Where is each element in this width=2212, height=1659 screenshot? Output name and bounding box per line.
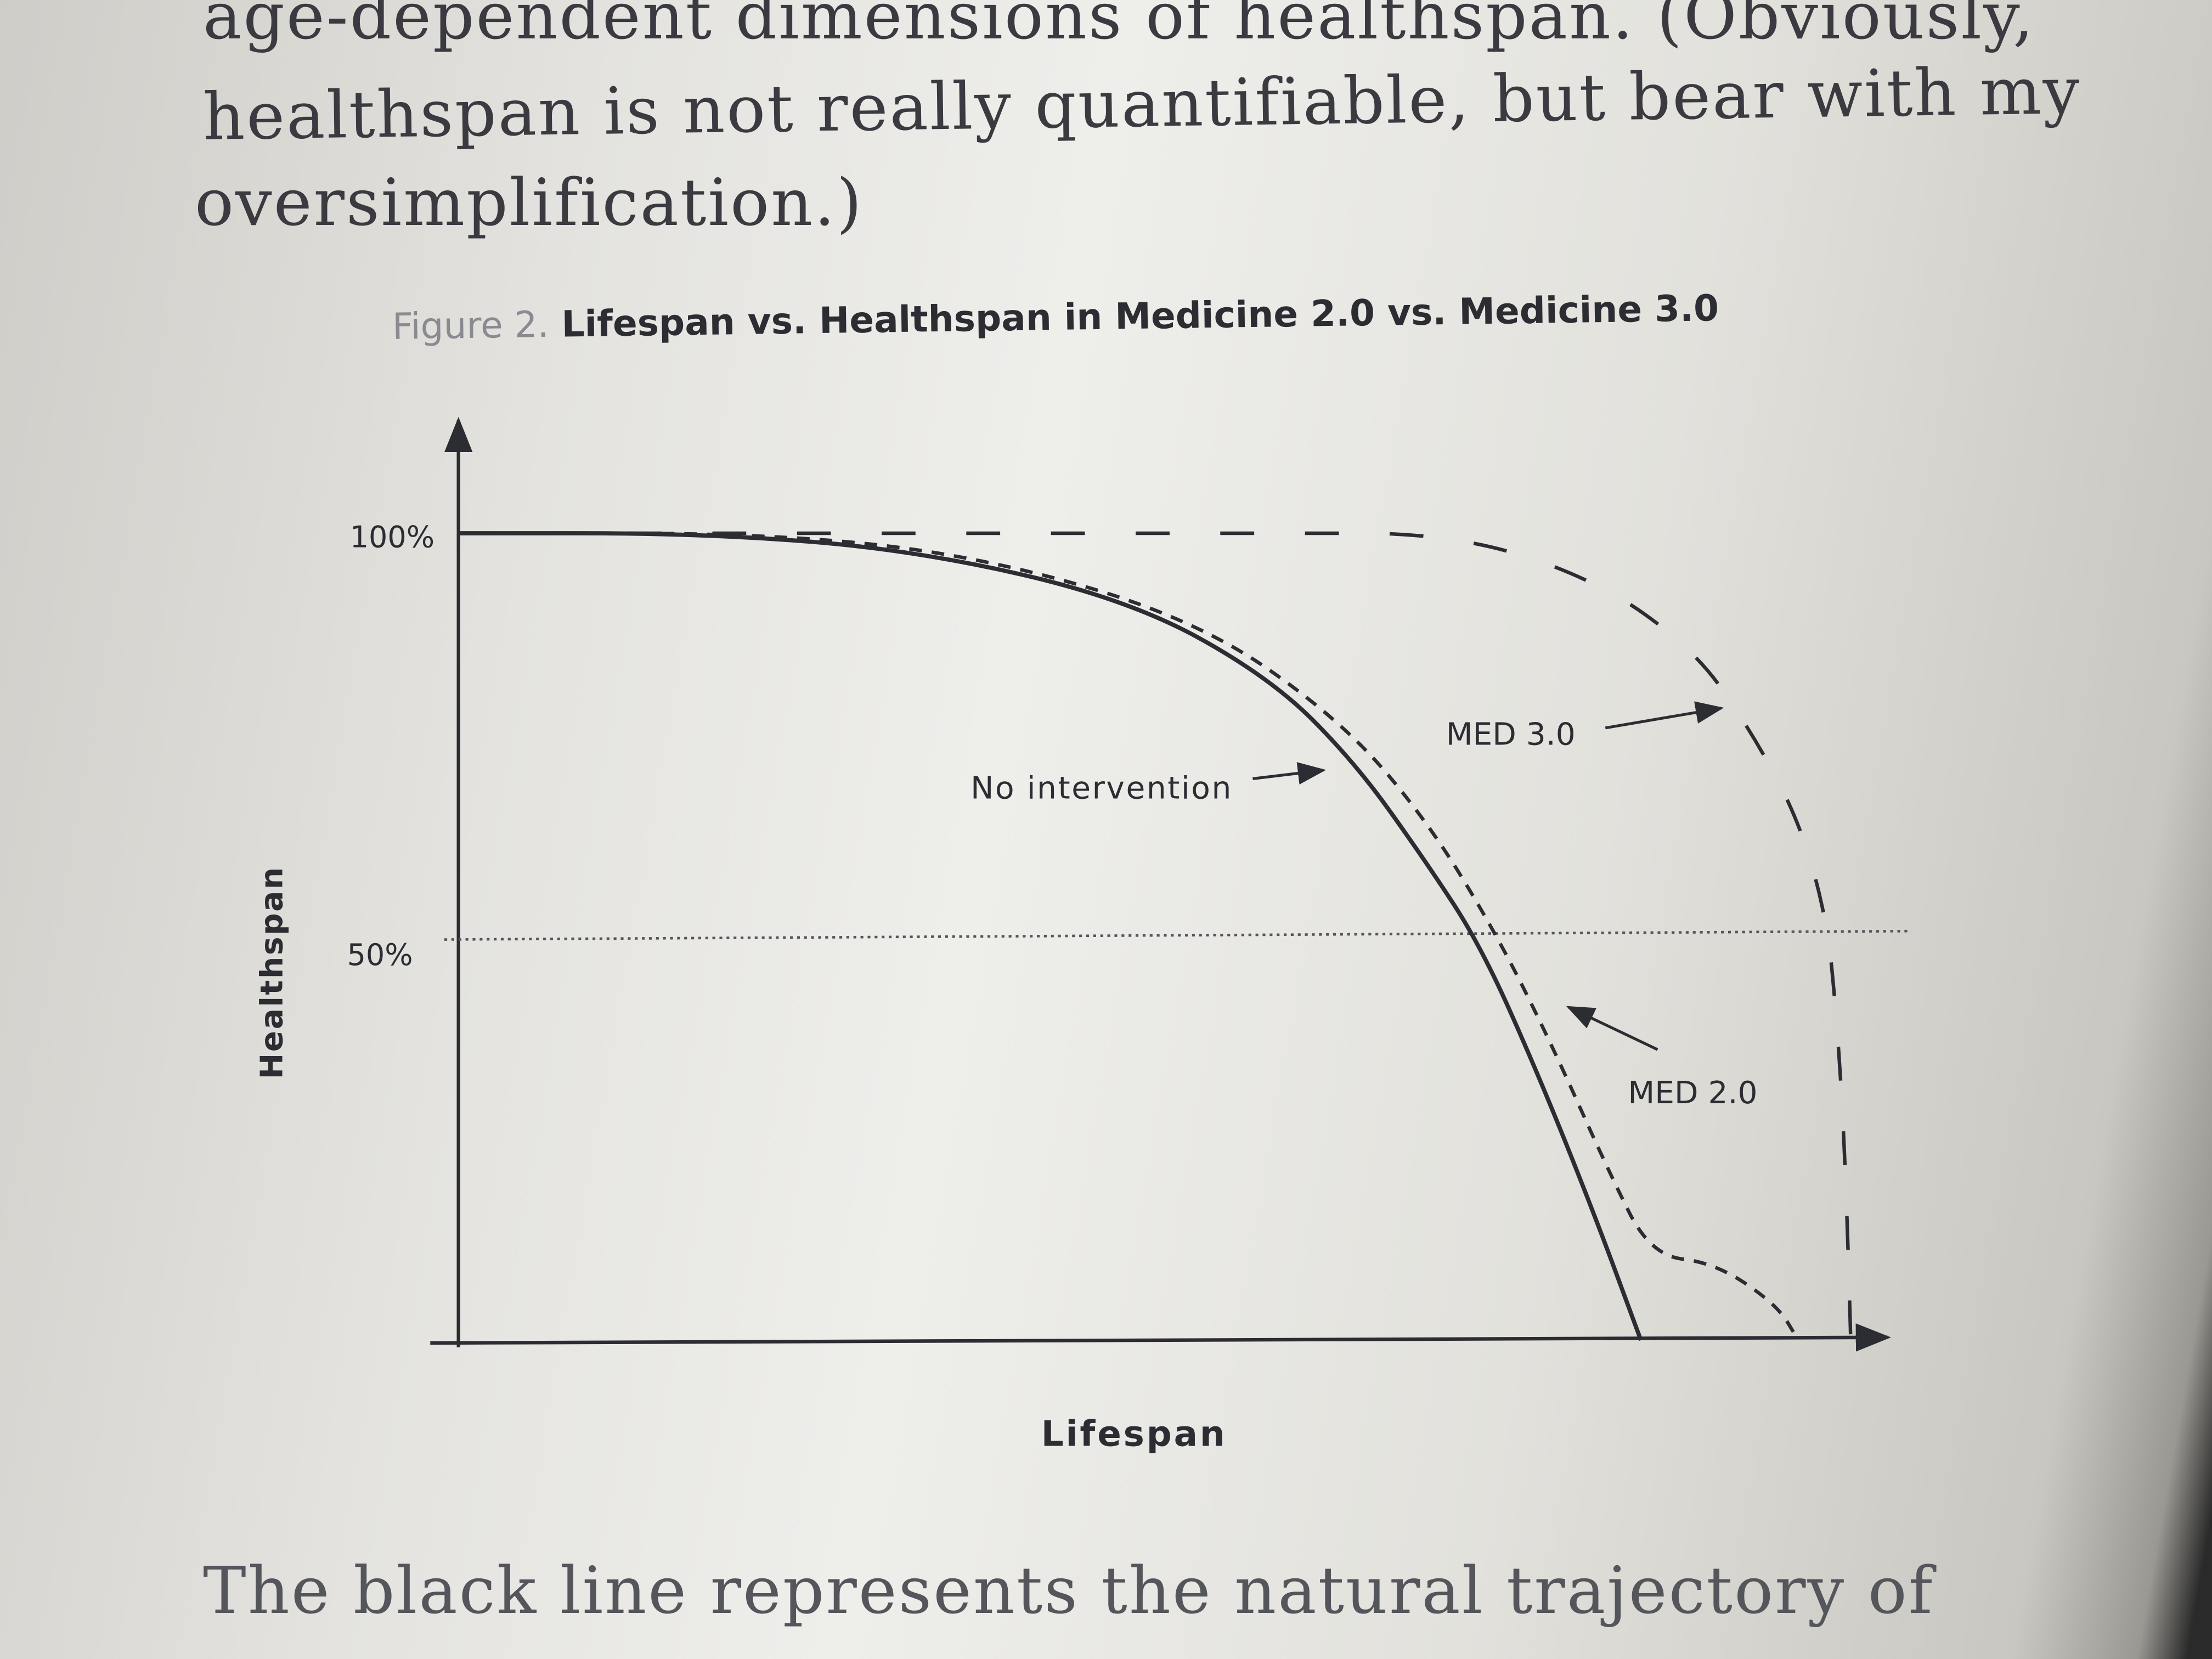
body-text-line: oversimplification.) [195, 165, 864, 240]
annotation-arrow [1252, 762, 1327, 785]
series-line-med-3-0 [458, 531, 1853, 1340]
series-line-med-2-0 [458, 531, 1800, 1341]
x-axis-label: Lifespan [1041, 1414, 1227, 1455]
series-label-no-intervention: No intervention [970, 770, 1233, 806]
x-axis [430, 1323, 1891, 1352]
body-text-line: age-dependent dimensions of healthspan. … [203, 0, 2035, 54]
y-tick-label: 100% [350, 520, 435, 555]
annotation-arrow [1566, 1006, 1658, 1051]
annotation-arrow [1605, 701, 1724, 730]
y-tick-label: 50% [347, 938, 413, 972]
series-label-med3: MED 3.0 [1446, 716, 1576, 753]
y-axis-label: Healthspan [253, 866, 290, 1079]
reference-line-50 [444, 929, 1912, 941]
body-text-line: The black line represents the natural tr… [203, 1553, 1934, 1628]
series-label-med2: MED 2.0 [1628, 1075, 1757, 1111]
series-line-no-intervention [458, 531, 1643, 1341]
